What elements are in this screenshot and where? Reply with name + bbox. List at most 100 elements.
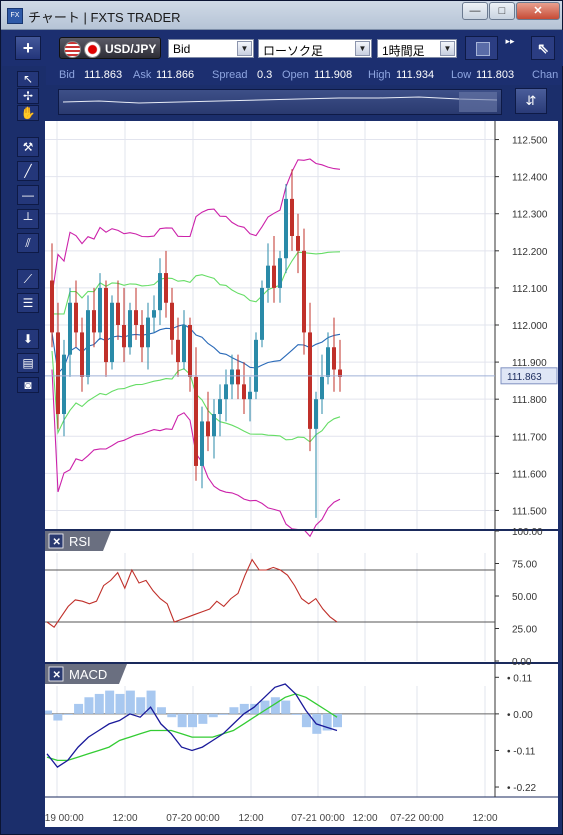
rsi-tick-label: 25.00 — [512, 625, 537, 636]
candle-body — [320, 376, 324, 400]
price-tick-label: 112.000 — [512, 321, 548, 332]
hand-icon: ✋ — [20, 106, 36, 120]
vertical-line-tool[interactable]: ┴ — [17, 209, 39, 229]
symbol-selector[interactable]: USD/JPY — [59, 37, 161, 59]
indicator-close-button[interactable] — [48, 666, 64, 682]
macd-tick-label: • 0.11 — [507, 673, 532, 684]
macd-histogram-bar — [291, 713, 301, 715]
x-tick-label: 07-19 00:00 — [45, 813, 84, 824]
tool-eraser[interactable]: ⚒ — [17, 137, 39, 157]
data-list-button[interactable]: ▤ — [17, 353, 39, 373]
candle-body — [170, 302, 174, 340]
candle-body — [302, 250, 306, 333]
add-chart-button[interactable]: + — [15, 36, 41, 60]
price-tick-label: 112.400 — [512, 173, 548, 184]
crosshair-tool[interactable]: ✢ — [17, 88, 39, 104]
macd-histogram-bar — [74, 703, 84, 714]
pointer-tool[interactable]: ↖ — [17, 71, 39, 87]
layout-button[interactable] — [465, 36, 498, 60]
rsi-tick-label: 50.00 — [512, 592, 537, 603]
low-label: Low — [451, 69, 472, 81]
candle-body — [200, 421, 204, 466]
horizontal-line-icon: — — [22, 188, 34, 202]
candle-body — [182, 325, 186, 363]
candle-body — [80, 332, 84, 377]
overview-navigator[interactable] — [58, 89, 502, 115]
quote-bar: Bid 111.863 Ask 111.866 Spread 0.3 Open … — [46, 66, 562, 85]
window-title: チャート | FXTS TRADER — [28, 10, 181, 25]
macd-histogram-bar — [239, 703, 249, 714]
channel-tool[interactable]: ⫽ — [17, 233, 39, 253]
navigator-toggle-button[interactable]: ⇵ — [515, 88, 547, 114]
price-tick-label: 111.600 — [512, 469, 547, 480]
rsi-tick-label: 100.00 — [512, 527, 543, 538]
candle-body — [68, 302, 72, 355]
list-icon: ▤ — [22, 356, 34, 370]
price-type-value: Bid — [173, 42, 191, 56]
candle-body — [326, 347, 330, 377]
indicator-tab[interactable] — [45, 664, 127, 684]
indicator-name: MACD — [69, 667, 107, 682]
candle-body — [254, 339, 258, 392]
candle-body — [290, 198, 294, 236]
spread-value: 0.3 — [257, 69, 273, 81]
candle-body — [224, 384, 228, 400]
down-arrow-icon: ⬇ — [22, 332, 34, 346]
popout-button[interactable]: ⇖ — [531, 36, 555, 60]
macd-histogram-bar — [219, 713, 229, 715]
macd-histogram-bar — [270, 697, 280, 714]
chart-area[interactable]: 07-19 00:00 12:00 07-20 00:00 12:00 07-21 00… — [30, 121, 558, 827]
macd-histogram-bar — [156, 707, 166, 714]
candle-body — [194, 376, 198, 466]
macd-histogram-bar — [43, 710, 52, 714]
candle-body — [260, 287, 264, 340]
x-tick-label: 07-22 00:00 — [390, 813, 444, 824]
download-button[interactable]: ⬇ — [17, 329, 39, 349]
crosshair-icon: ✢ — [22, 89, 34, 103]
candle-body — [296, 235, 300, 251]
candle-body — [266, 265, 270, 288]
maximize-button[interactable]: □ — [489, 2, 515, 20]
high-label: High — [368, 69, 391, 81]
macd-histogram-bar — [322, 713, 332, 731]
minimize-button[interactable]: — — [462, 2, 488, 20]
us-flag-icon — [64, 41, 81, 58]
app-icon: FX — [7, 8, 23, 24]
trendline-tool[interactable]: ╱ — [17, 161, 39, 181]
price-tick-label: 111.800 — [512, 395, 547, 406]
indicator-close-button[interactable] — [48, 533, 64, 549]
fan-tool[interactable]: ⟋ — [17, 269, 39, 289]
hand-tool[interactable]: ✋ — [17, 105, 39, 121]
macd-histogram-bar — [53, 713, 63, 721]
price-tick-label: 111.900 — [512, 358, 547, 369]
candle-body — [176, 339, 180, 363]
toolbar-options-button[interactable]: ▸▸ — [502, 36, 518, 60]
macd-tick-label: • -0.22 — [507, 783, 537, 794]
title-bar[interactable]: FX チャート | FXTS TRADER — □ ✕ — [1, 1, 562, 30]
open-value: 111.908 — [314, 69, 353, 81]
candle-body — [284, 198, 288, 259]
price-tick-label: 111.700 — [512, 432, 547, 443]
candle-body — [98, 287, 102, 333]
timeframe-select[interactable]: 1時間足 ▼ — [377, 39, 457, 58]
diagonal-line-icon: ╱ — [24, 164, 32, 178]
open-label: Open — [282, 69, 309, 81]
double-arrow-icon: ▸▸ — [505, 36, 515, 46]
candle-body — [122, 325, 126, 348]
candle-body — [56, 332, 60, 415]
x-tick-label: 12:00 — [112, 813, 137, 824]
chart-canvas[interactable]: 07-19 00:00 12:00 07-20 00:00 12:00 07-21 00… — [30, 121, 558, 827]
macd-histogram-bar — [63, 713, 73, 715]
chart-type-select[interactable]: ローソク足 ▼ — [258, 39, 372, 58]
x-tick-label: 12:00 — [352, 813, 377, 824]
candle-body — [212, 414, 216, 437]
fibonacci-tool[interactable]: ☰ — [17, 293, 39, 313]
close-button[interactable]: ✕ — [516, 2, 560, 20]
candle-body — [338, 369, 342, 377]
macd-histogram-bar — [105, 690, 115, 714]
price-type-select[interactable]: Bid ▼ — [168, 39, 254, 58]
screenshot-button[interactable]: ◙ — [17, 377, 39, 393]
horizontal-line-tool[interactable]: — — [17, 185, 39, 205]
macd-histogram-bar — [333, 713, 342, 728]
